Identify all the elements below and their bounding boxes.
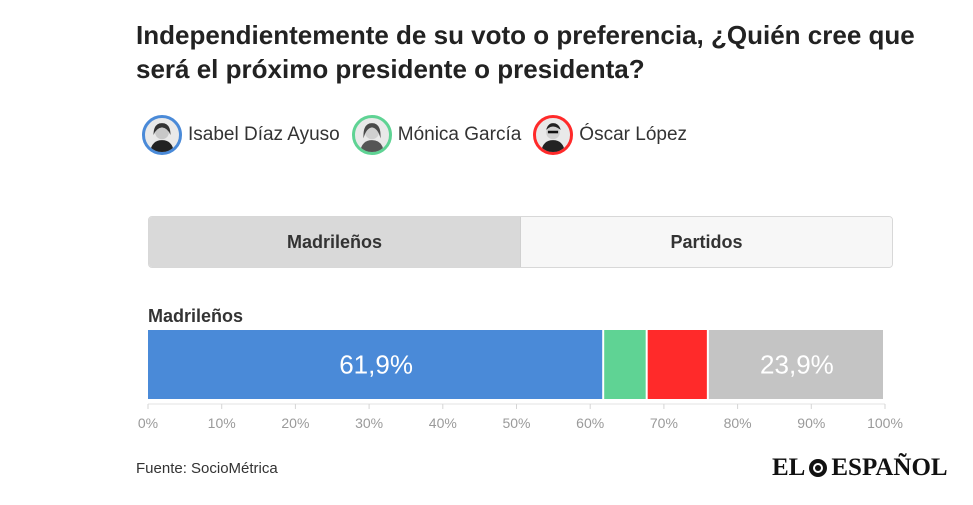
bar-segment[interactable] <box>148 330 603 399</box>
brand-left: EL <box>772 454 806 481</box>
bar-segment[interactable] <box>708 330 883 399</box>
legend-label: Isabel Díaz Ayuso <box>188 124 340 145</box>
x-tick-label: 90% <box>797 415 825 431</box>
brand-logo: EL ESPAÑOL <box>772 454 948 482</box>
bar-value-label: 61,9% <box>339 350 413 380</box>
chart-title: Independientemente de su voto o preferen… <box>136 20 915 84</box>
x-tick-label: 30% <box>355 415 383 431</box>
legend-item-garcia[interactable]: Mónica García <box>351 115 522 155</box>
lion-icon <box>809 459 828 477</box>
bar-value-label: 23,9% <box>760 350 834 380</box>
segment-tabs: Madrileños Partidos <box>148 216 893 268</box>
legend: Isabel Díaz Ayuso Mónica García Óscar Ló… <box>142 112 699 158</box>
ayuso-avatar-icon <box>142 115 182 155</box>
x-tick-label: 80% <box>724 415 752 431</box>
x-tick-label: 0% <box>138 415 158 431</box>
x-tick-label: 50% <box>502 415 530 431</box>
brand-right: ESPAÑOL <box>831 454 948 481</box>
bar-segment[interactable] <box>604 330 646 399</box>
x-tick-label: 40% <box>429 415 457 431</box>
bar-segment[interactable] <box>647 330 707 399</box>
x-tick-label: 60% <box>576 415 604 431</box>
x-tick-label: 70% <box>650 415 678 431</box>
x-tick-label: 10% <box>208 415 236 431</box>
legend-item-lopez[interactable]: Óscar López <box>533 115 687 155</box>
tab-madrilenos[interactable]: Madrileños <box>149 217 521 267</box>
lopez-avatar-icon <box>533 115 574 155</box>
legend-label: Mónica García <box>397 124 522 145</box>
x-tick-label: 100% <box>867 415 903 431</box>
legend-item-ayuso[interactable]: Isabel Díaz Ayuso <box>142 115 340 155</box>
x-tick-label: 20% <box>281 415 309 431</box>
legend-label: Óscar López <box>579 124 688 145</box>
garcia-avatar-icon <box>351 115 392 155</box>
group-label: Madrileños <box>148 306 244 326</box>
tab-partidos[interactable]: Partidos <box>521 217 892 267</box>
source-note: Fuente: SocioMétrica <box>136 460 278 477</box>
